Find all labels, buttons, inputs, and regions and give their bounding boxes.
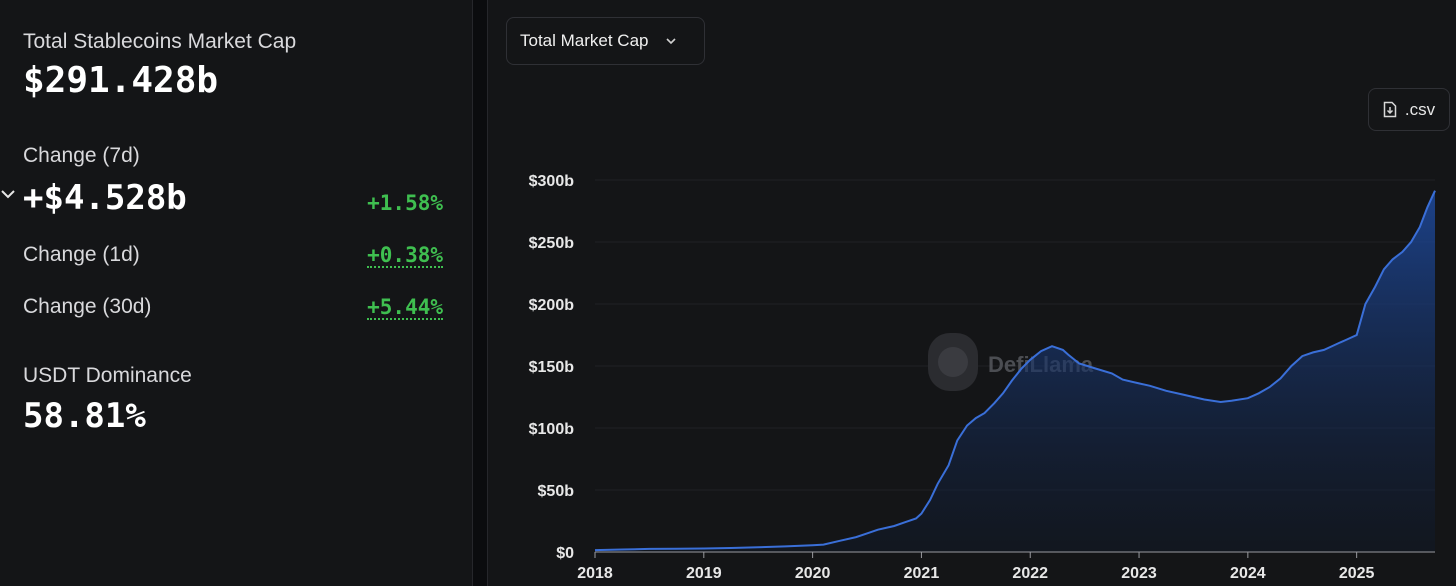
x-tick-label: 2023 xyxy=(1121,565,1157,582)
market-cap-value: $291.428b xyxy=(23,60,219,101)
change-7d-value: +$4.528b xyxy=(23,178,187,218)
change-30d-percent[interactable]: +5.44% xyxy=(367,295,443,320)
x-tick-label: 2022 xyxy=(1012,565,1048,582)
csv-label: .csv xyxy=(1404,99,1436,119)
metric-dropdown-label: Total Market Cap xyxy=(520,31,649,50)
y-tick-label: $250b xyxy=(529,235,575,252)
x-tick-label: 2019 xyxy=(686,565,722,582)
usdt-dominance-value: 58.81% xyxy=(23,396,146,436)
y-tick-label: $100b xyxy=(529,421,575,438)
y-tick-label: $150b xyxy=(529,359,575,376)
x-tick-label: 2025 xyxy=(1339,565,1375,582)
chevron-down-icon xyxy=(665,38,676,45)
change-7d-percent: +1.58% xyxy=(367,191,443,215)
x-tick-label: 2021 xyxy=(904,565,940,582)
y-tick-label: $50b xyxy=(538,483,575,500)
market-cap-area xyxy=(595,190,1435,552)
chart-panel: Total Market Cap .csv DefiLlama $0$50b$1… xyxy=(487,0,1456,586)
change-7d-label: Change (7d) xyxy=(23,144,140,167)
change-1d-label: Change (1d) xyxy=(23,243,140,266)
market-cap-chart: DefiLlama $0$50b$100b$150b$200b$250b$300… xyxy=(529,173,1436,582)
usdt-dominance-label: USDT Dominance xyxy=(23,364,192,387)
collapse-chevron-icon[interactable] xyxy=(0,186,16,202)
change-1d-percent[interactable]: +0.38% xyxy=(367,243,443,268)
x-tick-label: 2024 xyxy=(1230,565,1266,582)
csv-download-button[interactable]: .csv xyxy=(1368,88,1450,131)
market-cap-line xyxy=(594,190,1436,552)
metric-dropdown[interactable]: Total Market Cap xyxy=(506,17,705,65)
market-cap-label: Total Stablecoins Market Cap xyxy=(23,30,297,53)
change-30d-label: Change (30d) xyxy=(23,295,152,318)
stats-panel: Total Stablecoins Market Cap $291.428b C… xyxy=(0,0,473,586)
y-tick-label: $200b xyxy=(529,297,575,314)
file-download-icon xyxy=(1383,101,1397,118)
y-tick-label: $0 xyxy=(556,545,574,562)
x-tick-label: 2020 xyxy=(795,565,831,582)
y-tick-label: $300b xyxy=(529,173,575,190)
x-tick-label: 2018 xyxy=(577,565,613,582)
